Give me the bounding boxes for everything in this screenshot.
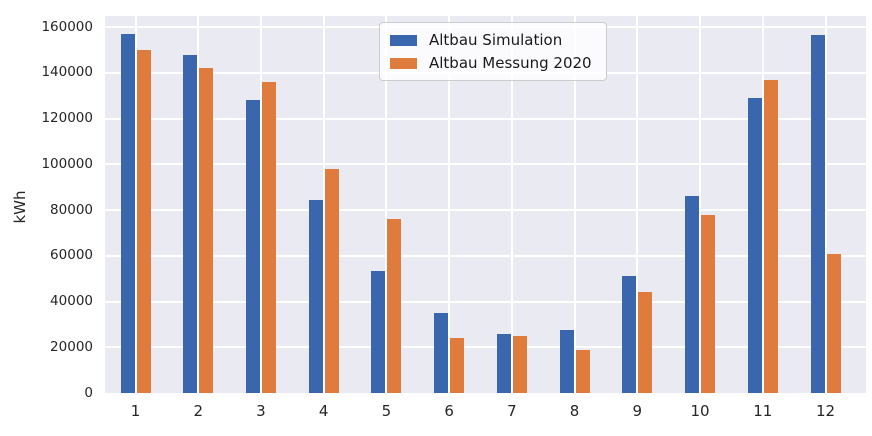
x-tick-label: 4 [318, 402, 329, 420]
bar-altbau-simulation [559, 330, 574, 393]
bar-altbau-messung-2020 [387, 219, 402, 393]
bar-altbau-messung-2020 [763, 79, 778, 393]
bar-altbau-simulation [747, 98, 762, 393]
y-tick-label: 80000 [50, 201, 93, 218]
gridline-horizontal [105, 117, 866, 120]
bar-altbau-messung-2020 [136, 49, 151, 393]
legend-item-simulation: Altbau Simulation [390, 30, 592, 50]
x-tick-label: 7 [507, 402, 517, 420]
bar-altbau-simulation [371, 270, 386, 393]
y-tick-label: 140000 [41, 64, 93, 81]
gridline-vertical [699, 16, 702, 393]
bar-altbau-simulation [685, 196, 700, 393]
gridline-horizontal [105, 254, 866, 257]
gridline-vertical [448, 16, 451, 393]
legend-item-messung: Altbau Messung 2020 [390, 53, 592, 73]
x-tick-label: 12 [815, 402, 836, 420]
gridline-vertical [573, 16, 576, 393]
gridline-vertical [259, 16, 262, 393]
x-tick-label: 8 [569, 402, 580, 420]
gridline-vertical [636, 16, 639, 393]
bar-altbau-messung-2020 [324, 168, 339, 393]
gridline-vertical [197, 16, 200, 393]
y-tick-label: 0 [84, 384, 93, 401]
x-tick-label: 10 [690, 402, 710, 420]
y-tick-label: 40000 [50, 293, 93, 310]
legend-swatch-simulation-icon [390, 34, 417, 46]
legend-swatch-messung-icon [390, 57, 417, 69]
plot-area: Altbau Simulation Altbau Messung 2020 [105, 16, 866, 393]
x-tick-label: 9 [632, 402, 643, 420]
gridline-vertical [824, 16, 827, 393]
bar-altbau-simulation [183, 54, 198, 393]
bar-altbau-simulation [496, 333, 511, 393]
y-tick-label: 160000 [41, 18, 93, 35]
bar-altbau-simulation [245, 100, 260, 393]
gridline-vertical [761, 16, 764, 393]
bar-altbau-messung-2020 [701, 214, 716, 393]
gridline-horizontal [105, 209, 866, 212]
bar-altbau-simulation [434, 312, 449, 393]
gridline-horizontal [105, 163, 866, 166]
bar-altbau-simulation [622, 276, 637, 393]
bar-altbau-messung-2020 [512, 335, 527, 393]
y-tick-label: 20000 [50, 338, 93, 355]
gridline-vertical [134, 16, 137, 393]
x-tick-label: 11 [753, 402, 773, 420]
x-tick-label: 5 [381, 402, 392, 420]
y-tick-label: 120000 [41, 110, 93, 127]
gridline-vertical [322, 16, 325, 393]
bar-altbau-messung-2020 [261, 81, 276, 393]
bar-altbau-messung-2020 [199, 68, 214, 393]
legend: Altbau Simulation Altbau Messung 2020 [379, 22, 607, 81]
gridline-horizontal [105, 300, 866, 303]
bar-altbau-simulation [308, 199, 323, 393]
bar-altbau-messung-2020 [575, 349, 590, 393]
bar-altbau-messung-2020 [450, 338, 465, 393]
gridline-horizontal [105, 346, 866, 349]
x-tick-label: 2 [193, 402, 203, 420]
legend-label-messung: Altbau Messung 2020 [429, 54, 592, 72]
legend-label-simulation: Altbau Simulation [429, 31, 563, 49]
bar-altbau-simulation [120, 33, 135, 393]
bar-altbau-messung-2020 [826, 253, 841, 393]
gridline-vertical [385, 16, 388, 393]
y-tick-label: 100000 [41, 155, 93, 172]
x-tick-label: 1 [130, 402, 141, 420]
x-tick-label: 3 [256, 402, 266, 420]
bar-altbau-simulation [810, 35, 825, 393]
y-tick-label: 60000 [50, 247, 93, 264]
bar-altbau-messung-2020 [638, 292, 653, 393]
gridline-vertical [510, 16, 513, 393]
x-tick-label: 6 [444, 402, 454, 420]
